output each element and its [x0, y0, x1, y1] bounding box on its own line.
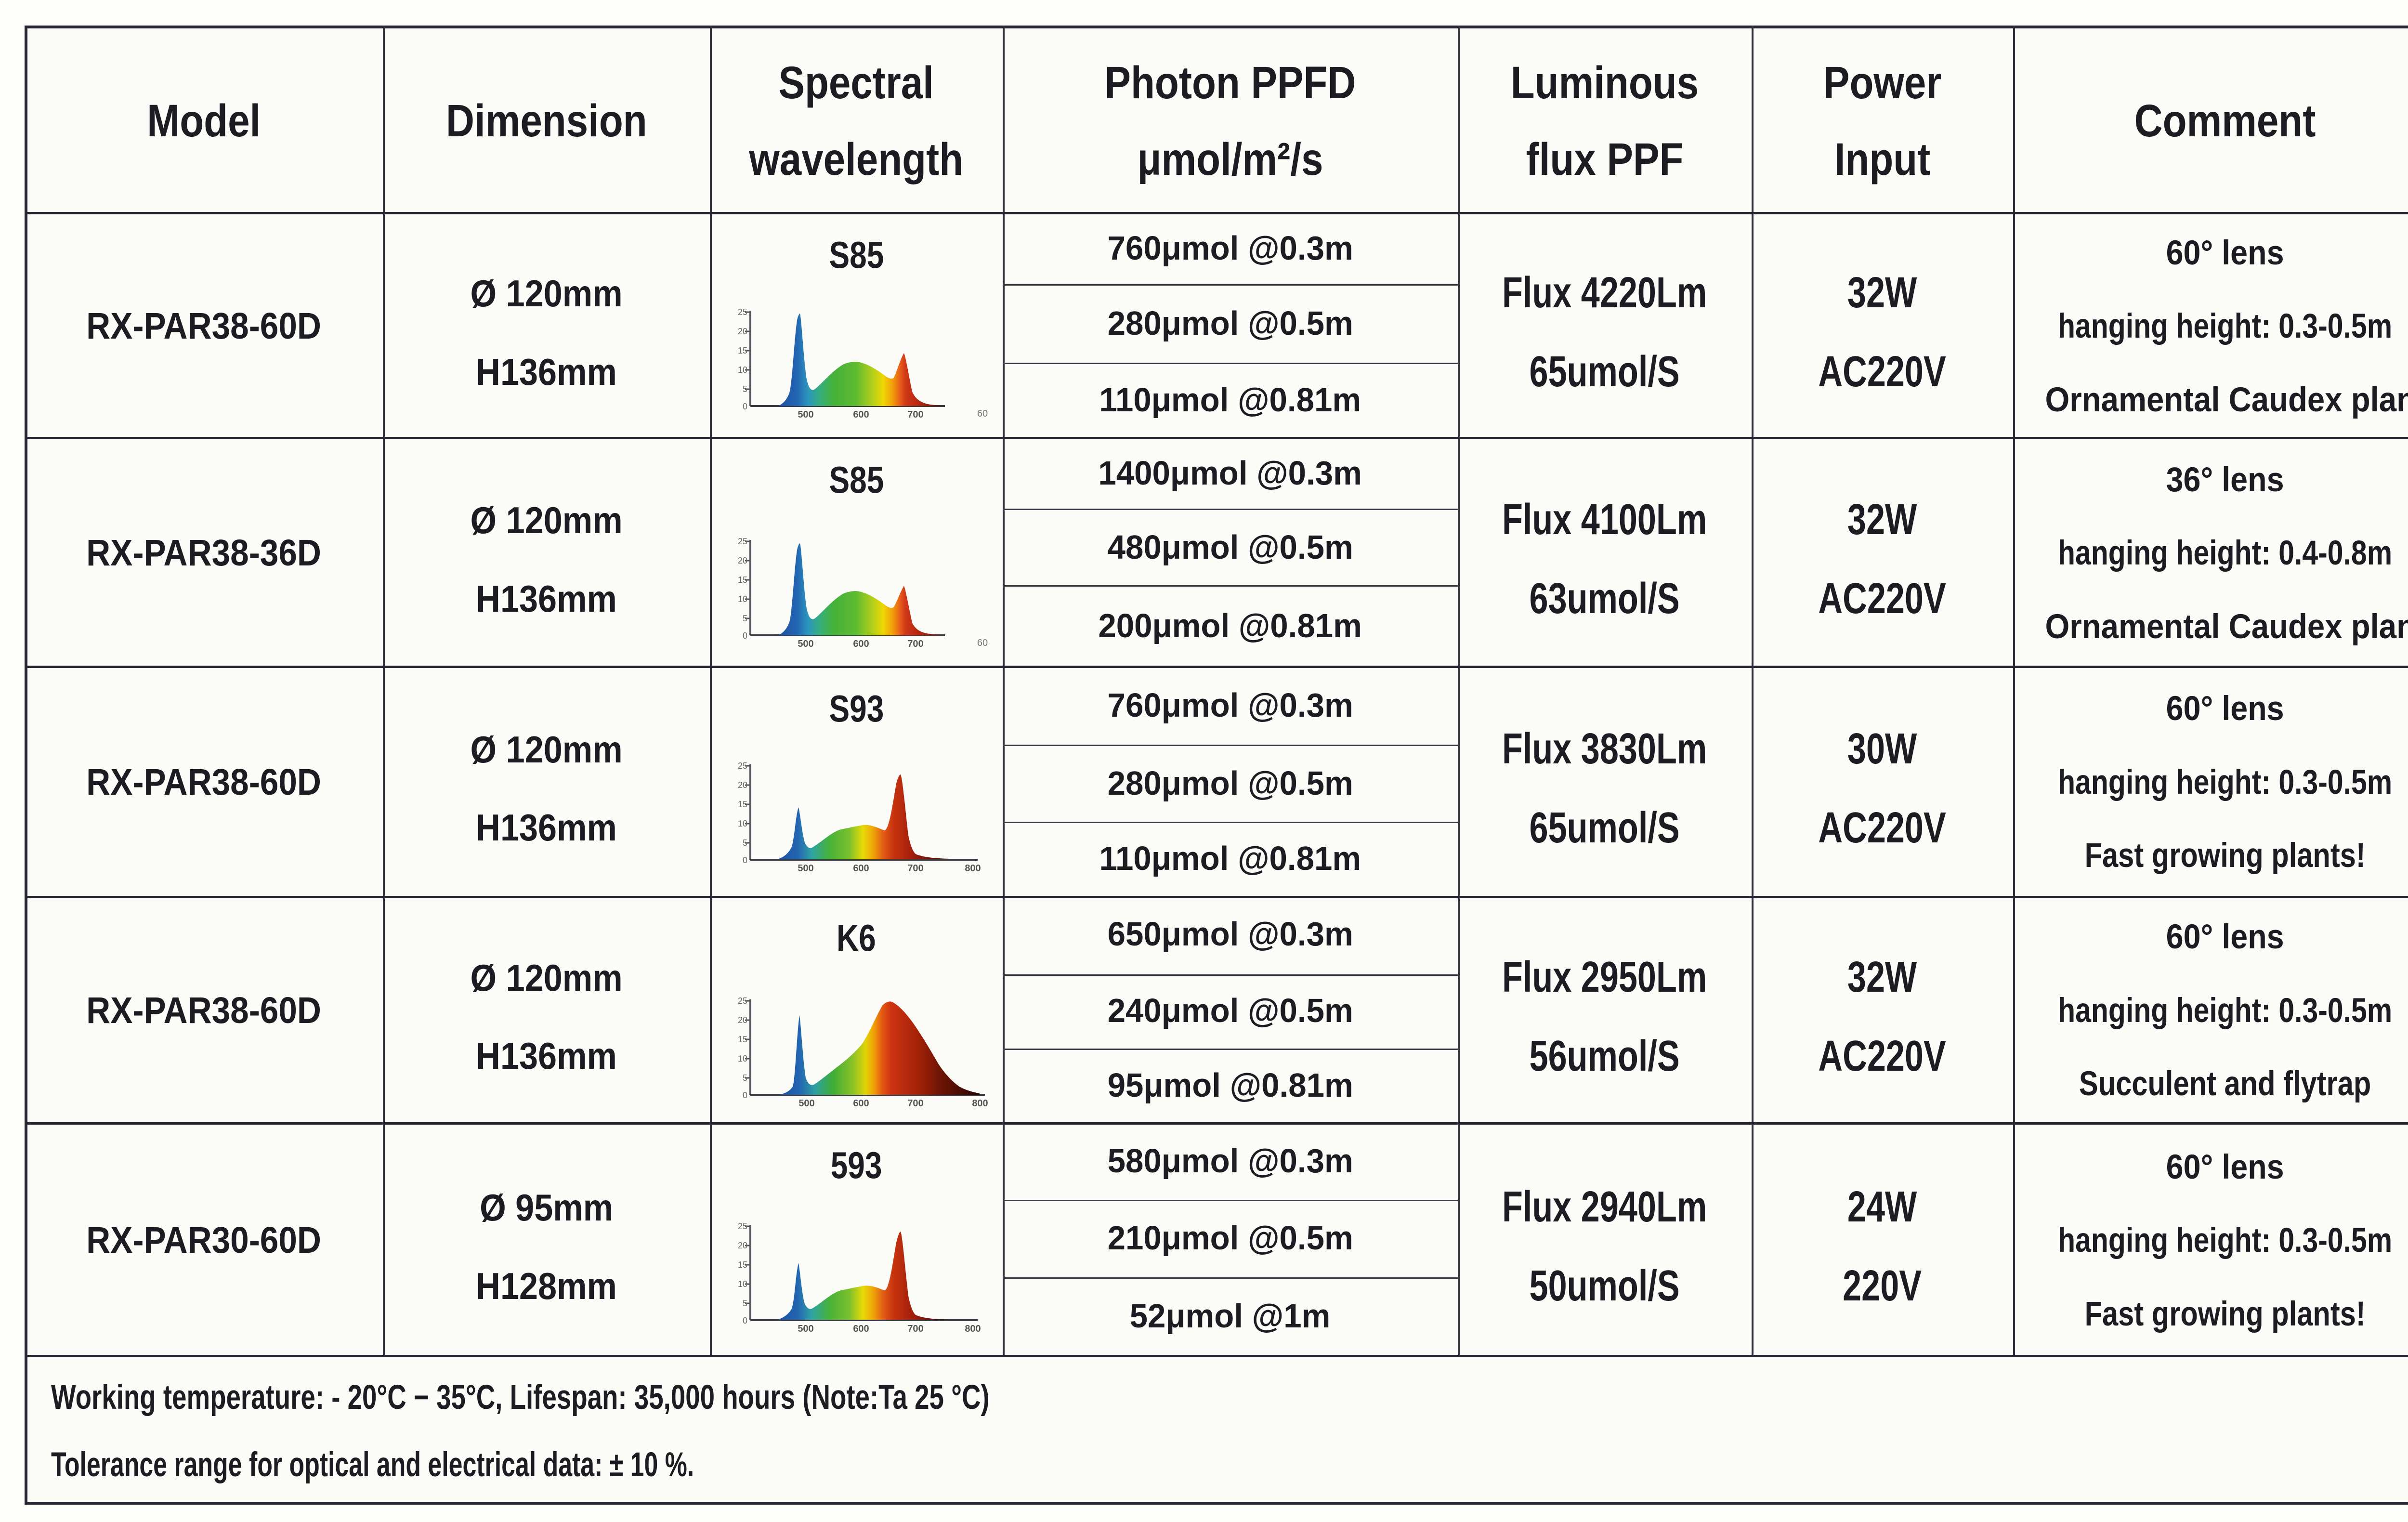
- svg-text:500: 500: [798, 1098, 814, 1108]
- svg-text:800: 800: [965, 863, 981, 873]
- svg-text:25: 25: [738, 307, 747, 317]
- svg-text:700: 700: [907, 863, 923, 873]
- svg-text:0: 0: [743, 631, 747, 641]
- svg-text:700: 700: [907, 639, 923, 648]
- svg-text:700: 700: [907, 1324, 923, 1333]
- svg-text:20: 20: [738, 780, 747, 790]
- svg-text:15: 15: [738, 575, 747, 585]
- svg-text:5: 5: [743, 1299, 747, 1308]
- svg-text:20: 20: [738, 556, 747, 565]
- svg-text:15: 15: [738, 346, 747, 355]
- svg-text:25: 25: [738, 761, 747, 771]
- svg-text:10: 10: [738, 365, 747, 375]
- svg-text:15: 15: [738, 800, 747, 809]
- svg-text:700: 700: [907, 409, 923, 419]
- svg-text:5: 5: [743, 838, 747, 848]
- svg-text:15: 15: [738, 1035, 747, 1044]
- svg-text:5: 5: [743, 1073, 747, 1083]
- svg-text:500: 500: [798, 409, 813, 419]
- svg-text:20: 20: [738, 1241, 747, 1250]
- svg-text:20: 20: [738, 1015, 747, 1025]
- svg-text:800: 800: [972, 1098, 988, 1108]
- svg-text:600: 600: [853, 639, 869, 648]
- svg-text:15: 15: [738, 1260, 747, 1270]
- svg-text:25: 25: [738, 537, 747, 546]
- svg-text:0: 0: [743, 402, 747, 411]
- svg-text:600: 600: [853, 1098, 869, 1108]
- svg-text:20: 20: [738, 327, 747, 336]
- svg-text:5: 5: [743, 614, 747, 623]
- svg-text:25: 25: [738, 1221, 747, 1231]
- svg-text:500: 500: [798, 639, 813, 648]
- svg-text:0: 0: [743, 1090, 747, 1100]
- svg-text:600: 600: [853, 409, 869, 419]
- svg-text:25: 25: [738, 996, 747, 1006]
- svg-text:0: 0: [743, 1316, 747, 1325]
- svg-text:10: 10: [738, 594, 747, 604]
- svg-text:600: 600: [853, 863, 869, 873]
- svg-text:800: 800: [965, 1324, 981, 1333]
- svg-text:10: 10: [738, 1279, 747, 1289]
- svg-text:700: 700: [907, 1098, 923, 1108]
- svg-text:10: 10: [738, 819, 747, 828]
- svg-text:500: 500: [798, 863, 813, 873]
- svg-text:60: 60: [977, 408, 988, 419]
- svg-text:10: 10: [738, 1054, 747, 1063]
- svg-text:60: 60: [977, 638, 988, 648]
- svg-text:0: 0: [743, 855, 747, 865]
- svg-text:600: 600: [853, 1324, 869, 1333]
- svg-text:5: 5: [743, 384, 747, 394]
- svg-text:500: 500: [798, 1324, 813, 1333]
